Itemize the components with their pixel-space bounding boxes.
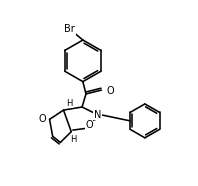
Text: H: H: [67, 99, 73, 108]
Text: Br: Br: [64, 24, 75, 34]
Text: O: O: [106, 86, 114, 96]
Text: O: O: [85, 120, 93, 130]
Text: O: O: [38, 114, 46, 124]
Text: H: H: [70, 135, 77, 144]
Text: N: N: [94, 110, 101, 120]
